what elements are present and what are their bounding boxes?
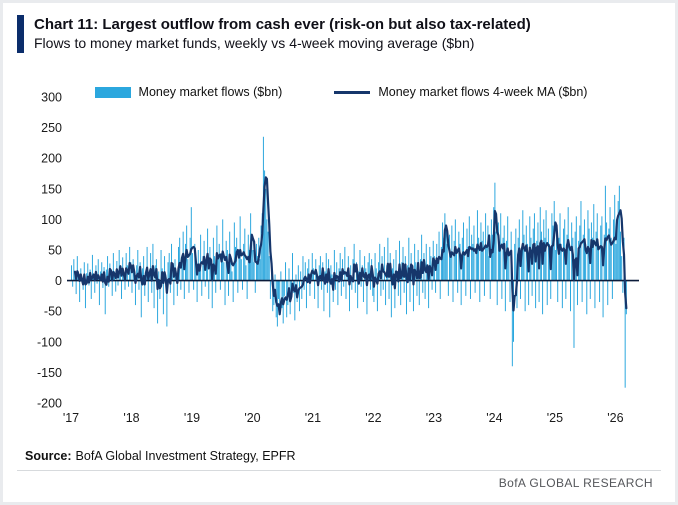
svg-text:-50: -50 bbox=[44, 305, 62, 319]
svg-text:'22: '22 bbox=[365, 411, 381, 425]
title-block: Chart 11: Largest outflow from cash ever… bbox=[34, 15, 531, 53]
svg-text:'23: '23 bbox=[426, 411, 442, 425]
legend-label-ma: Money market flows 4-week MA ($bn) bbox=[378, 85, 588, 99]
svg-text:0: 0 bbox=[55, 274, 62, 288]
legend-line-swatch bbox=[334, 90, 371, 94]
svg-text:'20: '20 bbox=[244, 411, 260, 425]
chart-subtitle: Flows to money market funds, weekly vs 4… bbox=[34, 35, 475, 51]
svg-text:'18: '18 bbox=[123, 411, 139, 425]
svg-text:-200: -200 bbox=[37, 397, 62, 411]
title-accent-bar bbox=[17, 15, 24, 53]
x-axis-labels: '17 '18 '19 '20 '21 '22 '23 '24 '25 '26 bbox=[63, 411, 624, 425]
svg-text:'25: '25 bbox=[547, 411, 563, 425]
legend-bar-swatch bbox=[94, 86, 131, 98]
legend-item-ma: Money market flows 4-week MA ($bn) bbox=[334, 85, 587, 99]
legend-label-flows: Money market flows ($bn) bbox=[138, 85, 283, 99]
svg-text:-150: -150 bbox=[37, 366, 62, 380]
source-label: Source: bbox=[25, 449, 72, 463]
svg-text:150: 150 bbox=[41, 182, 62, 196]
ma-line bbox=[73, 176, 628, 316]
chart-header: Chart 11: Largest outflow from cash ever… bbox=[17, 15, 531, 53]
chart-card: Chart 11: Largest outflow from cash ever… bbox=[3, 3, 675, 502]
svg-text:'26: '26 bbox=[607, 411, 623, 425]
chart-area: Money market flows ($bn) Money market fl… bbox=[11, 71, 671, 437]
footer-divider bbox=[17, 470, 661, 471]
svg-text:'21: '21 bbox=[305, 411, 321, 425]
legend: Money market flows ($bn) Money market fl… bbox=[11, 85, 671, 99]
chart-title: Chart 11: Largest outflow from cash ever… bbox=[34, 16, 531, 33]
svg-text:200: 200 bbox=[41, 152, 62, 166]
svg-text:'24: '24 bbox=[486, 411, 502, 425]
svg-text:'19: '19 bbox=[184, 411, 200, 425]
source-text: BofA Global Investment Strategy, EPFR bbox=[75, 449, 296, 463]
y-axis-labels: 300 250 200 150 100 50 0 -50 -100 -150 -200 bbox=[37, 91, 62, 411]
svg-text:'17: '17 bbox=[63, 411, 79, 425]
source-line: Source: BofA Global Investment Strategy, … bbox=[25, 449, 296, 463]
legend-item-flows: Money market flows ($bn) bbox=[94, 85, 283, 99]
svg-text:-100: -100 bbox=[37, 335, 62, 349]
svg-text:100: 100 bbox=[41, 213, 62, 227]
svg-text:50: 50 bbox=[48, 244, 62, 258]
svg-text:300: 300 bbox=[41, 91, 62, 105]
svg-text:250: 250 bbox=[41, 121, 62, 135]
brand-text: BofA GLOBAL RESEARCH bbox=[498, 476, 653, 490]
